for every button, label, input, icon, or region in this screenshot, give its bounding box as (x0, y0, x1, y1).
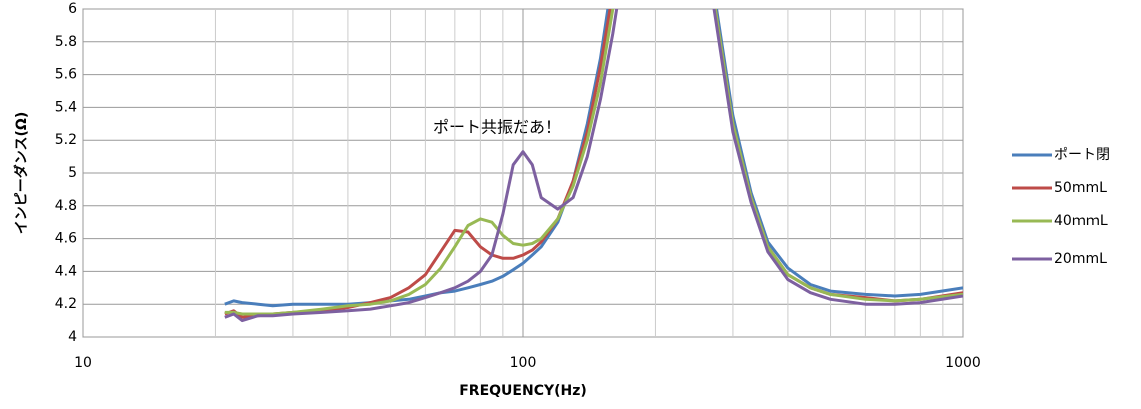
grid (82, 8, 964, 338)
y-tick-label: 4.8 (55, 198, 77, 214)
y-tick-label: 5.8 (55, 34, 77, 50)
annotation: ポート共振だあ！ (433, 118, 561, 137)
legend-label: ポート閉 (1054, 147, 1110, 163)
x-tick-label: 100 (510, 355, 537, 371)
y-axis-title: インピーダンス(Ω) (13, 112, 30, 234)
x-axis-title: FREQUENCY(Hz) (459, 383, 587, 399)
legend-label: 40ｍｍL (1054, 213, 1108, 229)
y-tick-label: 5.6 (55, 67, 77, 83)
y-tick-label: 4.2 (55, 296, 77, 312)
series-line (224, 9, 963, 323)
series-line (224, 9, 963, 308)
legend-label: 20mmL (1054, 251, 1107, 267)
y-tick-label: 5.2 (55, 132, 77, 148)
series-line (224, 9, 963, 316)
lines (224, 9, 963, 323)
x-tick-label: 10 (74, 355, 92, 371)
y-tick-label: 5 (68, 165, 77, 181)
x-tick-label: 1000 (945, 355, 981, 371)
y-tick-label: 4.4 (55, 263, 77, 279)
y-tick-label: 4.6 (55, 231, 77, 247)
legend-label: 50mmL (1054, 180, 1107, 196)
y-tick-label: 5.4 (55, 99, 77, 115)
y-tick-label: 4 (68, 329, 77, 345)
y-tick-label: 6 (68, 1, 77, 17)
